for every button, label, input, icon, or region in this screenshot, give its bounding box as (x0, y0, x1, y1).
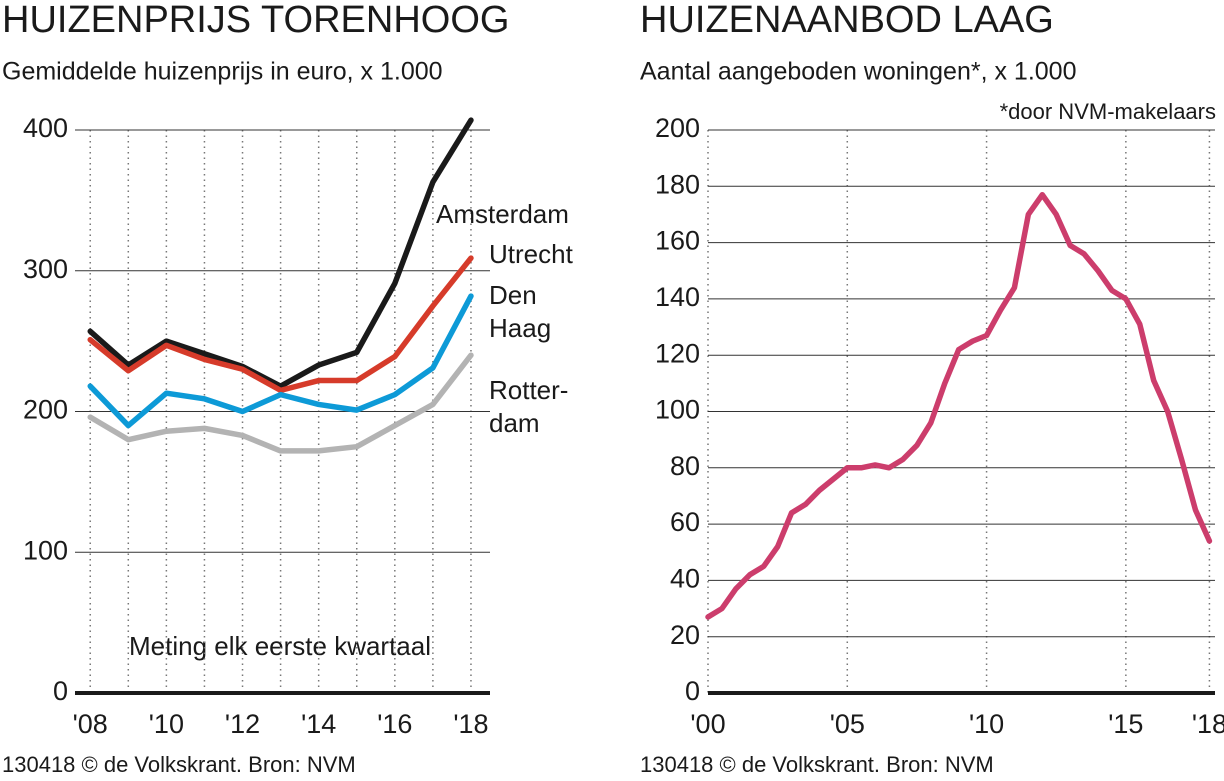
y-tick-label: 40 (670, 564, 700, 594)
chart-subtitle: Gemiddelde huizenprijs in euro, x 1.000 (2, 58, 443, 86)
x-tick-label: '16 (377, 709, 412, 739)
chart-title: HUIZENPRIJS TORENHOOG (2, 0, 509, 41)
y-tick-label: 100 (655, 395, 700, 425)
y-tick-label: 60 (670, 507, 700, 537)
data-line (87, 293, 474, 429)
y-tick-label: 120 (655, 338, 700, 368)
chart-title: HUIZENAANBOD LAAG (640, 0, 1054, 41)
annotation: Meting elk eerste kwartaal (129, 631, 431, 661)
y-tick-label: 140 (655, 282, 700, 312)
y-tick-label: 0 (53, 676, 68, 706)
y-tick-label: 400 (23, 113, 68, 143)
y-tick-label: 300 (23, 254, 68, 284)
y-tick-label: 200 (23, 395, 68, 425)
data-line (705, 191, 1213, 620)
x-tick-label: '18 (453, 709, 488, 739)
source: 130418 © de Volkskrant. Bron: NVM (640, 752, 994, 777)
series-label: Amsterdam (436, 199, 569, 229)
data-line (87, 255, 474, 394)
x-tick-label: '14 (301, 709, 336, 739)
x-tick-label: '12 (225, 709, 260, 739)
x-tick-label: '15 (1108, 709, 1143, 739)
data-line (87, 117, 474, 389)
y-tick-label: 100 (23, 535, 68, 565)
y-tick-label: 180 (655, 169, 700, 199)
x-tick-label: '00 (690, 709, 725, 739)
note: *door NVM-makelaars (1000, 99, 1216, 124)
y-tick-label: 160 (655, 226, 700, 256)
y-tick-label: 80 (670, 451, 700, 481)
source: 130418 © de Volkskrant. Bron: NVM (2, 752, 356, 777)
y-tick-label: 20 (670, 620, 700, 650)
x-tick-label: '08 (73, 709, 108, 739)
x-tick-label: '05 (830, 709, 865, 739)
series-label: Rotter-dam (489, 375, 568, 438)
x-tick-label: '10 (149, 709, 184, 739)
series-label: Den Haag (489, 280, 551, 343)
y-tick-label: 200 (655, 113, 700, 143)
chart-subtitle: Aantal aangeboden woningen*, x 1.000 (640, 58, 1076, 86)
series-label: Utrecht (489, 239, 574, 269)
x-tick-label: '18 (1192, 709, 1224, 739)
y-tick-label: 0 (685, 676, 700, 706)
data-line (87, 352, 474, 454)
x-tick-label: '10 (969, 709, 1004, 739)
